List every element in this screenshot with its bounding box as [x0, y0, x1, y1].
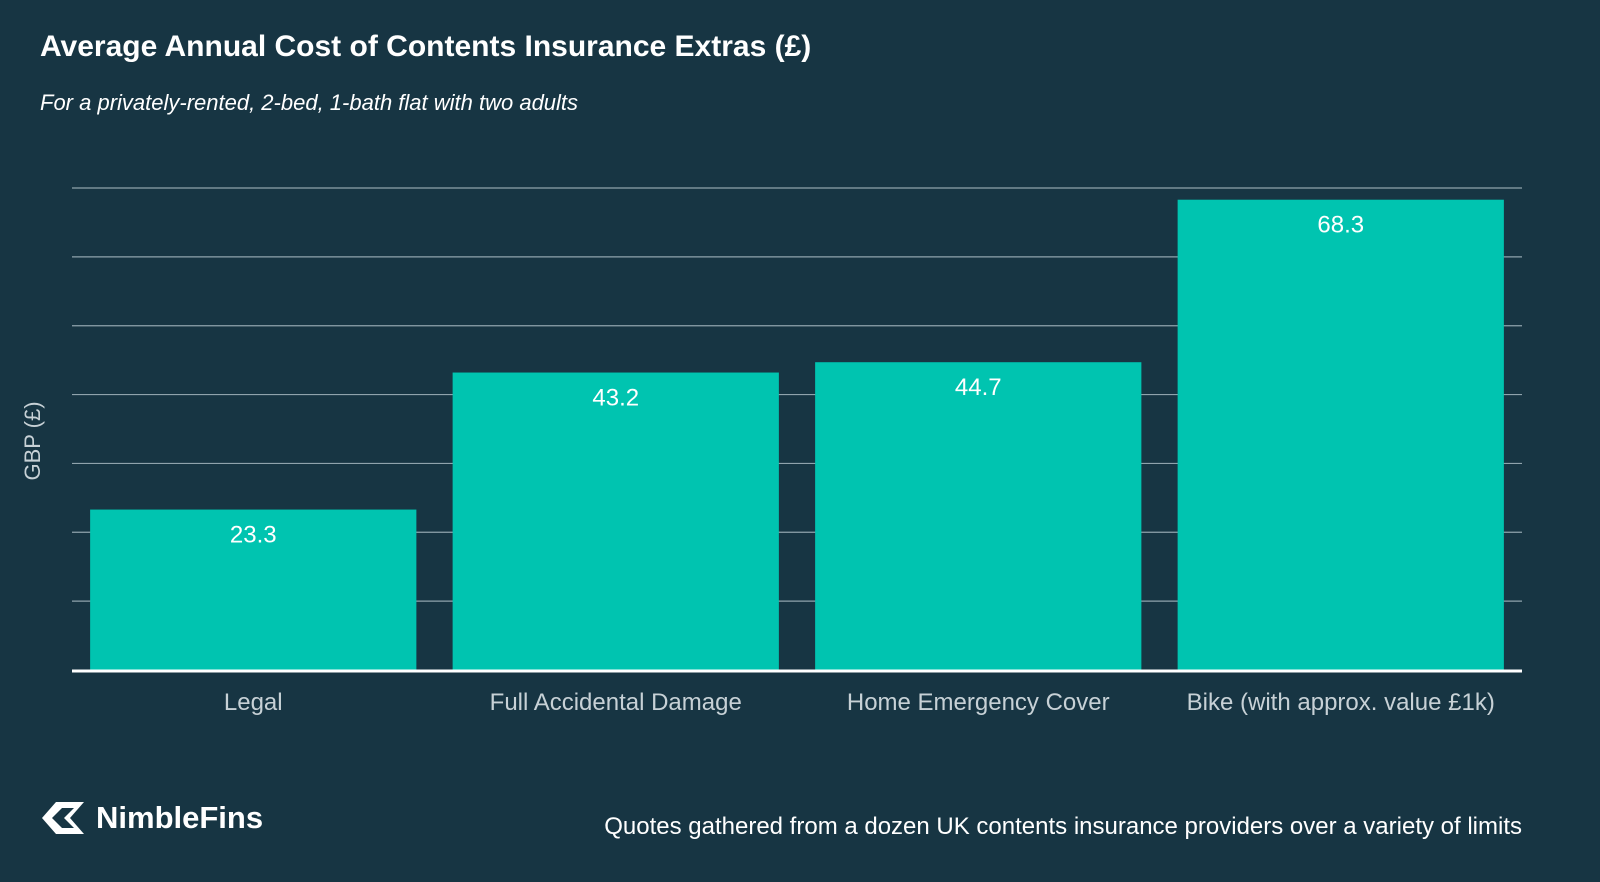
bar [815, 362, 1142, 670]
data-label: 44.7 [955, 374, 1002, 401]
bars [90, 199, 1504, 670]
data-label: 23.3 [230, 522, 277, 549]
data-label: 43.2 [592, 385, 639, 412]
brand-logo: NimbleFins [40, 800, 263, 836]
bar [1177, 199, 1504, 670]
source-footnote: Quotes gathered from a dozen UK contents… [604, 813, 1522, 840]
chart-title: Average Annual Cost of Contents Insuranc… [40, 30, 812, 63]
x-tick-label: Legal [224, 689, 283, 716]
x-tick-label: Home Emergency Cover [847, 689, 1110, 716]
bar [452, 372, 779, 670]
brand-name: NimbleFins [96, 800, 264, 835]
x-tick-label: Full Accidental Damage [490, 689, 742, 716]
bar [90, 509, 417, 670]
x-tick-label: Bike (with approx. value £1k) [1187, 689, 1495, 716]
chart-subtitle: For a privately-rented, 2-bed, 1-bath fl… [40, 90, 579, 115]
data-label: 68.3 [1317, 212, 1364, 239]
data-labels: 23.3 43.2 44.7 68.3 [230, 212, 1364, 549]
nimblefins-arrow-icon [42, 802, 84, 834]
y-axis-label: GBP (£) [20, 401, 45, 480]
x-tick-labels: Legal Full Accidental Damage Home Emergenc… [224, 689, 1495, 716]
